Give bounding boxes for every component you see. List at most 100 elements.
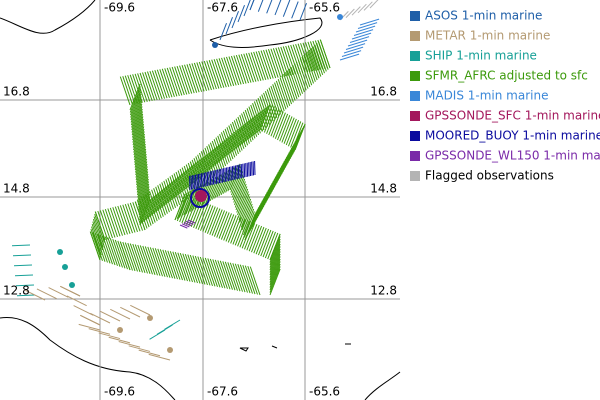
wind-barb — [305, 53, 316, 82]
wind-barb — [122, 241, 133, 271]
wind-barb — [202, 205, 214, 232]
legend-label: Flagged observations — [425, 169, 554, 183]
wind-barb — [277, 113, 289, 141]
wind-barb — [147, 246, 158, 276]
wind-barb — [269, 266, 281, 293]
wind-barb — [230, 127, 242, 154]
wind-barb — [199, 256, 211, 286]
wind-barb — [274, 0, 282, 16]
wind-barb — [129, 243, 141, 273]
wind-barb — [204, 147, 216, 174]
wind-barb — [171, 66, 183, 96]
wind-barb — [246, 223, 258, 251]
wind-barb — [174, 170, 187, 198]
wind-barb — [237, 220, 249, 247]
wind-barb — [279, 114, 291, 142]
wind-barb — [272, 48, 284, 77]
wind-barb — [157, 248, 168, 278]
wind-barb — [192, 156, 204, 184]
wind-barb — [357, 3, 367, 14]
wind-barb — [220, 134, 232, 162]
wind-barb — [228, 56, 240, 86]
graticule — [0, 0, 400, 400]
wind-barb — [78, 323, 101, 331]
wind-barb — [299, 3, 307, 21]
coastline — [0, 316, 176, 400]
wind-barb — [283, 73, 294, 103]
wind-barb — [307, 51, 318, 81]
wind-barb — [92, 232, 103, 261]
wind-barb — [247, 265, 258, 295]
wind-barb — [202, 148, 214, 176]
station — [57, 249, 63, 255]
wind-barb — [144, 246, 156, 275]
wind-barb — [353, 29, 374, 36]
wind-barb — [345, 43, 366, 50]
station — [212, 42, 218, 48]
wind-barb — [161, 68, 173, 98]
wind-barb — [296, 61, 307, 91]
wind-barb — [12, 254, 32, 257]
wind-barb — [277, 78, 289, 108]
wind-barb — [169, 251, 181, 280]
wind-barb — [181, 65, 193, 94]
wind-barb — [257, 0, 264, 12]
wind-barb — [207, 258, 218, 287]
wind-barb — [201, 61, 212, 91]
wind-barb — [198, 152, 210, 179]
wind-barb — [269, 251, 281, 278]
wind-barb — [137, 178, 149, 206]
wind-barb — [192, 255, 203, 285]
wind-barb — [218, 212, 230, 239]
wind-barb — [243, 208, 255, 236]
wind-barb — [259, 103, 271, 131]
wind-barb — [107, 237, 118, 266]
wind-barb — [66, 295, 87, 307]
wind-barb — [94, 213, 105, 243]
wind-barb — [89, 231, 101, 261]
wind-barb — [138, 186, 150, 213]
wind-barb — [112, 238, 123, 268]
coastline — [209, 17, 323, 48]
wind-barb — [250, 225, 263, 253]
wind-barb — [249, 111, 261, 138]
wind-barb — [186, 64, 198, 93]
wind-barb — [118, 341, 141, 348]
wind-barb — [73, 305, 94, 316]
wind-barb — [36, 288, 57, 300]
wind-barb — [15, 284, 35, 287]
wind-barb — [161, 181, 173, 209]
wind-barb — [138, 181, 150, 208]
legend-swatch — [410, 151, 420, 161]
wind-barb — [167, 250, 178, 280]
wind-barb — [226, 127, 238, 156]
station — [167, 347, 173, 353]
legend-label: MADIS 1-min marine — [425, 89, 548, 103]
wind-barb — [131, 106, 143, 133]
wind-barb — [142, 245, 153, 275]
wind-barb — [204, 206, 216, 233]
wind-barb — [229, 262, 241, 292]
wind-barb — [239, 115, 250, 144]
wind-barb — [245, 114, 257, 142]
wind-barb — [269, 253, 281, 281]
wind-barb — [195, 202, 207, 229]
wind-barb — [257, 105, 269, 132]
wind-barb — [213, 139, 225, 168]
wind-barb — [308, 49, 320, 79]
wind-barb — [137, 73, 148, 102]
wind-barb — [133, 126, 145, 153]
legend-swatch — [410, 91, 420, 101]
wind-barb — [269, 263, 281, 291]
wind-barb — [151, 70, 163, 100]
wind-barb — [355, 25, 376, 33]
wind-barb — [369, 0, 379, 9]
station — [62, 264, 68, 270]
wind-barb — [135, 148, 147, 176]
wind-barb — [219, 260, 231, 290]
wind-barb — [164, 68, 175, 97]
wind-barb — [100, 310, 121, 322]
wind-barb — [270, 48, 282, 78]
wind-barb — [191, 63, 203, 92]
wind-barb — [134, 141, 146, 168]
